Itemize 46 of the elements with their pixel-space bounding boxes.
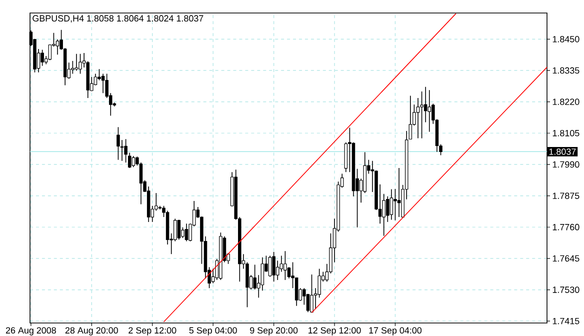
x-tick-label: 12 Sep 12:00 [308, 327, 361, 336]
candlestick [101, 73, 105, 94]
candlestick [260, 256, 264, 291]
x-tick-label: 9 Sep 20:00 [250, 327, 298, 336]
candlestick [268, 255, 272, 278]
candlestick [276, 260, 280, 280]
candlestick [40, 49, 44, 66]
candlestick [390, 188, 394, 220]
candlestick [177, 219, 181, 240]
candlestick [272, 252, 276, 282]
candlestick [420, 91, 424, 139]
y-tick-label: 1.8450 [552, 36, 580, 42]
candlestick [116, 126, 120, 160]
y-tick-label: 1.7645 [552, 255, 580, 262]
candlestick [416, 98, 420, 139]
candlestick [306, 293, 310, 313]
x-tick-label: 5 Sep 04:00 [189, 327, 237, 336]
candlestick [132, 156, 136, 168]
ref-line-label: 1.8037 [549, 148, 576, 155]
candlestick [284, 250, 287, 280]
x-tick-label: 26 Aug 2008 [6, 327, 56, 336]
candlestick [78, 53, 82, 74]
candlestick [287, 266, 291, 279]
candlestick [174, 218, 177, 242]
y-tick-label: 1.7875 [552, 192, 580, 199]
candlestick [397, 168, 401, 218]
y-tick-label: 1.8220 [552, 98, 580, 105]
x-tick-label: 2 Sep 12:00 [128, 327, 176, 336]
candlestick [310, 274, 314, 314]
candlestick [428, 90, 432, 132]
x-tick-label: 28 Aug 20:00 [65, 327, 118, 336]
y-tick-label: 1.8335 [552, 67, 580, 74]
candlestick [294, 277, 298, 306]
y-tick-label: 1.7530 [552, 286, 580, 293]
y-tick-label: 1.7760 [552, 224, 580, 230]
candlestick [56, 39, 60, 56]
candlestick [424, 86, 428, 123]
chart-title: GBPUSD,H4 1.8058 1.8064 1.8024 1.8037 [32, 15, 204, 23]
y-tick-label: 1.7415 [552, 318, 580, 324]
candlestick [98, 68, 101, 81]
candlestick [184, 223, 188, 242]
x-tick-label: 17 Sep 04:00 [369, 327, 422, 336]
y-tick-label: 1.7990 [552, 161, 580, 168]
y-tick-label: 1.8105 [552, 130, 580, 136]
candlestick [48, 44, 52, 61]
candlestick [74, 53, 78, 72]
